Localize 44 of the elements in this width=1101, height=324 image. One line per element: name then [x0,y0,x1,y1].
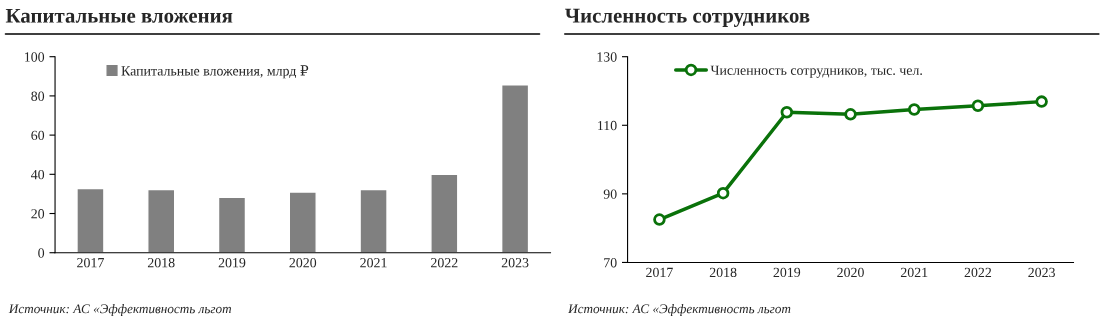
y-tick-label: 40 [31,169,45,180]
y-tick-label: 110 [598,120,617,131]
x-tick-label: 2021 [360,257,387,268]
y-tick-label: 60 [31,130,45,141]
point [653,213,666,226]
x-tick-label: 2022 [431,257,458,268]
x-tick-label: 2022 [964,267,992,278]
point [907,103,921,116]
y-tick-label: 20 [31,209,45,219]
point [780,106,794,119]
x-tick-label: 2023 [1028,267,1055,278]
y-tick-label: 70 [604,258,617,268]
x-tick-label: 2021 [900,267,928,278]
y-tick-label: 130 [597,52,617,62]
bar [359,188,388,253]
legend-label: Капитальные вложения, млрд ₽ [121,65,309,79]
y-tick-label: 90 [603,189,617,199]
x-tick-label: 2018 [147,257,175,268]
x-tick-label: 2019 [773,267,801,278]
y-tick-label: 0 [38,248,45,258]
bar [147,188,176,253]
y-tick-label: 80 [31,91,45,101]
bar [288,191,317,253]
x-tick-label: 2019 [218,257,246,268]
x-tick-label: 2023 [501,257,529,268]
text: Источник: АС «Эффективность льгот [567,303,791,316]
chart-title: Численность сотрудников [565,8,810,27]
point [971,99,985,112]
x-tick-label: 2017 [77,257,104,268]
bar [500,84,530,253]
x-tick-label: 2018 [709,267,737,278]
x-tick-label: 2020 [837,267,864,278]
x-tick-label: 2017 [646,267,673,278]
text: Источник: АС «Эффективность льгот [8,303,232,316]
legend-label: Численность сотрудников, тыс. чел. [710,65,922,78]
point [844,108,857,121]
y-tick-label: 100 [25,52,45,62]
bar [217,196,247,253]
bar [430,173,459,253]
point [716,186,730,200]
point [1035,95,1048,108]
bar [76,187,105,253]
chart-title: Капитальные вложения [5,8,233,23]
x-tick-label: 2020 [289,257,317,268]
